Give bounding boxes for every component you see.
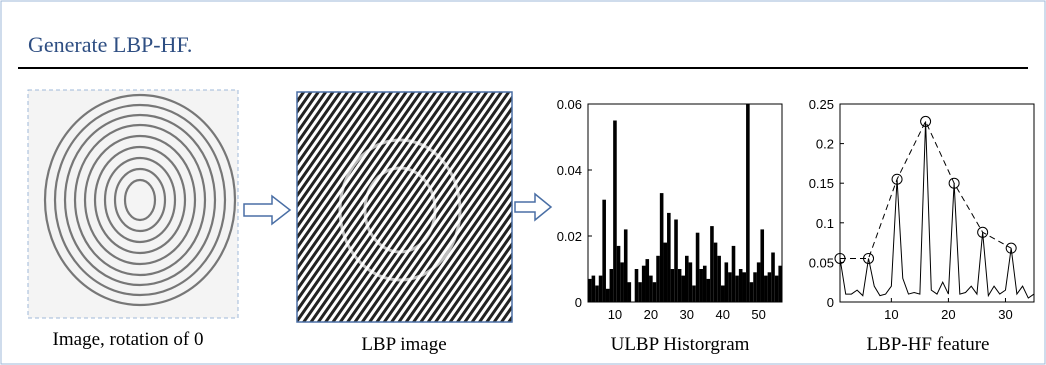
bar [699, 269, 703, 302]
bar [720, 285, 725, 302]
lbp-image [296, 91, 513, 323]
bar [724, 262, 729, 302]
bar [613, 120, 617, 302]
x-tick-label: 20 [644, 307, 658, 322]
bar [667, 212, 671, 302]
envelope [840, 120, 1012, 259]
bar [771, 252, 775, 302]
y-tick-label: 0.04 [557, 163, 582, 178]
x-tick-label: 20 [941, 307, 955, 322]
axes-box [587, 103, 783, 303]
x-tick-label: 30 [998, 307, 1012, 322]
bar [778, 265, 782, 302]
x-tick-label: 10 [608, 307, 622, 322]
bar [598, 275, 603, 302]
y-tick-label: 0.25 [809, 97, 834, 112]
bar [605, 288, 610, 302]
bar [764, 275, 768, 302]
marker [948, 177, 960, 189]
bar [717, 255, 721, 302]
bar [591, 275, 596, 302]
axes-box [839, 103, 1035, 303]
bar [649, 275, 653, 302]
marker [920, 115, 932, 127]
bar [738, 269, 743, 302]
bar [702, 265, 707, 302]
bar [713, 242, 718, 302]
bar [656, 255, 660, 302]
bar [616, 245, 621, 302]
bar [774, 275, 779, 302]
bar [641, 265, 646, 302]
x-tick-label: 30 [680, 307, 694, 322]
bar [728, 272, 732, 302]
caption: LBP-HF feature [867, 334, 990, 355]
bar [681, 275, 685, 302]
y-tick-label: 0.2 [816, 137, 834, 152]
bar [742, 272, 747, 302]
x-tick-label: 50 [751, 307, 765, 322]
bar [609, 269, 614, 302]
bar [620, 262, 624, 302]
bar [674, 219, 678, 302]
marker [1005, 242, 1017, 254]
bar [695, 232, 700, 302]
y-tick-label: 0.15 [809, 176, 834, 191]
bar [677, 269, 682, 302]
bar [735, 275, 739, 302]
bar [602, 199, 606, 302]
y-tick-label: 0.1 [816, 216, 834, 231]
marker [863, 252, 875, 264]
bar [756, 262, 761, 302]
bar [663, 242, 668, 302]
bar [588, 278, 592, 302]
x-tick-label: 40 [715, 307, 729, 322]
arrow [514, 192, 553, 222]
bar [645, 259, 650, 302]
bar [760, 229, 765, 302]
bar [659, 193, 664, 302]
bar [595, 285, 599, 302]
bar [623, 229, 628, 302]
bar [634, 269, 639, 302]
title: Generate LBP-HF. [28, 32, 192, 57]
bar [670, 269, 675, 302]
y-tick-label: 0.05 [809, 255, 834, 270]
y-tick-label: 0 [575, 295, 582, 310]
bar [746, 104, 750, 302]
fingerprint-image [27, 89, 239, 319]
bar [710, 226, 714, 302]
x-tick-label: 10 [884, 307, 898, 322]
bar [706, 278, 711, 302]
bar [767, 272, 772, 302]
bar [685, 255, 689, 302]
bar [652, 282, 657, 302]
bar [627, 282, 632, 302]
bar [753, 272, 757, 302]
marker [977, 226, 989, 238]
y-tick-label: 0 [827, 295, 834, 310]
line [839, 121, 1035, 299]
y-tick-label: 0.06 [557, 97, 582, 112]
arrow [243, 194, 292, 226]
bar [638, 282, 642, 302]
y-tick-label: 0.02 [557, 229, 582, 244]
marker [891, 173, 903, 185]
bar [692, 285, 696, 302]
bar [731, 245, 736, 302]
caption: LBP image [361, 334, 446, 355]
bar [688, 262, 693, 302]
caption: Image, rotation of 0 [53, 329, 204, 350]
caption: ULBP Historgram [611, 334, 750, 355]
bar [749, 282, 754, 302]
